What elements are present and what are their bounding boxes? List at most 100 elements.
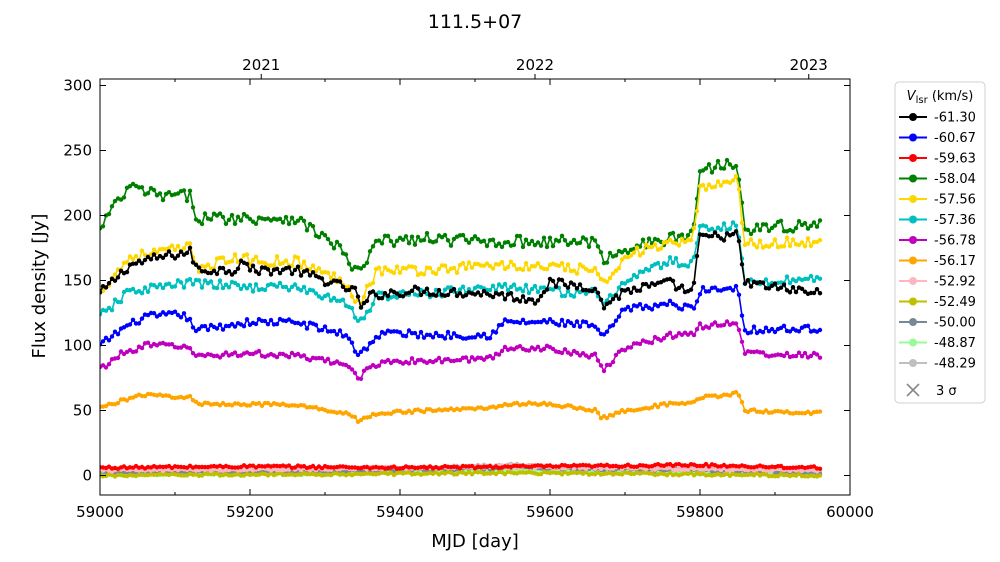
legend-label: -48.29 <box>934 357 976 372</box>
data-point <box>721 322 727 328</box>
series--60.67 <box>100 283 823 358</box>
data-point <box>520 267 526 273</box>
data-point <box>535 261 541 266</box>
data-point <box>124 398 130 403</box>
data-point <box>667 237 673 242</box>
data-point <box>562 268 568 273</box>
legend-item: -48.87 <box>899 336 976 351</box>
data-point <box>127 254 133 259</box>
data-point <box>145 289 151 294</box>
data-point <box>562 347 568 352</box>
data-point <box>205 262 211 267</box>
data-point <box>595 272 601 277</box>
legend-label: -48.87 <box>934 336 976 351</box>
data-point <box>256 271 262 277</box>
data-point <box>292 220 298 226</box>
data-point <box>598 363 604 368</box>
data-point <box>298 215 304 221</box>
data-point <box>298 273 304 278</box>
data-point <box>376 265 382 270</box>
legend-items: -61.30 -60.67 -59.63 -58.04 -57.56 -57.36 -56.… <box>899 111 976 372</box>
data-point <box>430 335 436 340</box>
data-point <box>469 472 475 477</box>
data-point <box>355 318 361 323</box>
data-point <box>301 259 307 264</box>
data-point <box>628 345 634 350</box>
data-point <box>502 472 508 477</box>
data-point <box>796 219 802 224</box>
data-point <box>706 289 712 294</box>
data-point <box>217 322 223 327</box>
data-point <box>475 290 481 295</box>
data-point <box>373 293 379 298</box>
data-point <box>175 243 181 249</box>
data-point <box>325 356 331 362</box>
data-point <box>478 334 484 339</box>
data-point <box>109 308 115 313</box>
data-point <box>607 300 613 305</box>
data-point <box>319 327 325 333</box>
data-point <box>253 282 259 287</box>
data-point <box>337 328 343 333</box>
data-point <box>616 314 622 319</box>
data-point <box>694 253 700 259</box>
data-point <box>793 289 799 295</box>
data-point <box>790 229 796 234</box>
data-point <box>283 214 289 220</box>
data-point <box>436 355 442 361</box>
data-point <box>607 276 613 281</box>
data-point <box>409 410 415 415</box>
x-axis-label: MJD [day] <box>431 531 519 552</box>
data-point <box>496 282 502 287</box>
data-point <box>712 230 718 235</box>
data-point <box>538 293 544 299</box>
data-point <box>202 323 208 329</box>
data-point <box>808 353 814 359</box>
data-point <box>547 317 553 322</box>
data-point <box>613 293 619 298</box>
data-point <box>499 244 505 250</box>
data-point <box>628 290 634 295</box>
data-point <box>724 319 730 324</box>
data-point <box>448 335 454 341</box>
data-point <box>262 318 268 324</box>
data-point <box>568 240 574 245</box>
data-point <box>808 223 814 228</box>
data-point <box>751 324 757 329</box>
data-point <box>442 263 448 268</box>
data-point <box>673 303 679 308</box>
data-point <box>652 402 658 407</box>
data-point <box>205 327 211 333</box>
data-point <box>331 328 337 334</box>
data-point <box>679 307 685 312</box>
data-point <box>622 281 628 286</box>
data-point <box>295 255 301 260</box>
data-point <box>760 330 766 335</box>
data-point <box>733 229 739 234</box>
data-point <box>349 294 355 299</box>
data-point <box>106 362 112 367</box>
data-point <box>325 236 331 242</box>
series--58.04 <box>100 157 823 272</box>
data-point <box>349 267 355 272</box>
data-point <box>670 278 676 283</box>
data-point <box>601 368 607 374</box>
data-point <box>190 325 196 330</box>
data-point <box>310 270 316 275</box>
data-point <box>517 286 523 291</box>
data-point <box>583 237 589 242</box>
data-point <box>397 330 403 335</box>
data-point <box>544 320 550 325</box>
data-point <box>175 312 181 318</box>
data-point <box>118 268 124 273</box>
data-point <box>400 237 406 242</box>
data-point <box>145 191 151 196</box>
data-point <box>208 217 214 222</box>
data-point <box>295 218 301 223</box>
legend-label: -56.78 <box>934 234 976 249</box>
top-year-label: 2021 <box>242 56 280 74</box>
data-point <box>100 290 103 295</box>
data-point <box>727 393 733 398</box>
data-point <box>700 285 706 290</box>
